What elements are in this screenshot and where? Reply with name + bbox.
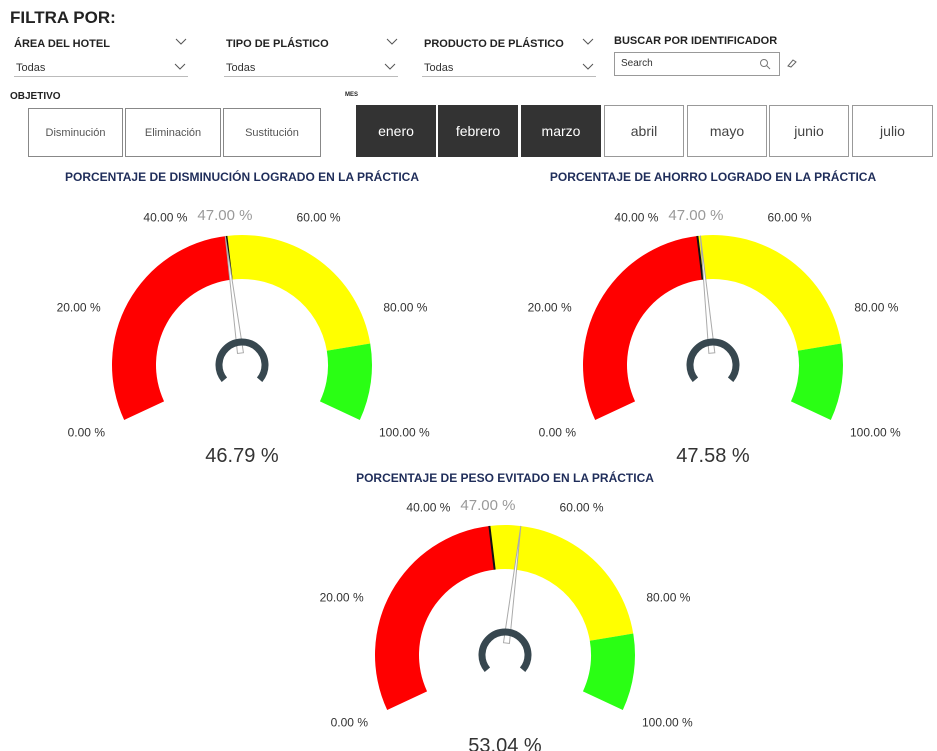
chevron: [174, 63, 186, 70]
tick-label: 60.00 %: [560, 501, 604, 515]
month-button[interactable]: marzo: [521, 105, 601, 157]
objetivo-button[interactable]: Sustitución: [223, 108, 321, 157]
tick-label: 60.00 %: [768, 211, 812, 225]
center-ring: [478, 628, 532, 673]
center-ring: [215, 338, 269, 383]
gauge-band: [489, 525, 634, 641]
gauge-title: PORCENTAJE DE AHORRO LOGRADO EN LA PRÁCT…: [550, 169, 877, 184]
tick-label: 100.00 %: [379, 426, 430, 440]
tick-label: 80.00 %: [854, 301, 898, 315]
target-label: 47.00 %: [197, 207, 252, 224]
tick-label: 100.00 %: [850, 426, 901, 440]
month-button[interactable]: enero: [356, 105, 436, 157]
month-button[interactable]: junio: [769, 105, 849, 157]
tick-label: 40.00 %: [614, 211, 658, 225]
gauge-band: [319, 343, 372, 420]
filter-label: TIPO DE PLÁSTICO: [226, 38, 329, 50]
gauge-band: [697, 235, 842, 351]
target-marker: [696, 235, 704, 280]
tick-label: 80.00 %: [383, 301, 427, 315]
gauge-band: [226, 235, 371, 351]
gauge-title: PORCENTAJE DE DISMINUCIÓN LOGRADO EN LA …: [65, 169, 419, 184]
month-button[interactable]: julio: [852, 105, 933, 157]
gauges: PORCENTAJE DE DISMINUCIÓN LOGRADO EN LA …: [57, 169, 901, 751]
month-button[interactable]: febrero: [438, 105, 518, 157]
gauge-value: 47.58 %: [676, 445, 750, 467]
tick-label: 20.00 %: [57, 301, 101, 315]
gauge-value: 46.79 %: [205, 445, 279, 467]
chevron[interactable]: [582, 37, 594, 47]
gauge-value: 53.04 %: [468, 735, 542, 751]
tick-label: 40.00 %: [143, 211, 187, 225]
eraser-icon[interactable]: [786, 57, 798, 69]
tick-label: 80.00 %: [646, 591, 690, 605]
filter-label: ÁREA DEL HOTEL: [14, 38, 110, 50]
tick-label: 0.00 %: [539, 426, 577, 440]
objetivo-button[interactable]: Eliminación: [125, 108, 221, 157]
filter-title: FILTRA POR:: [10, 8, 116, 27]
month-button[interactable]: abril: [604, 105, 684, 157]
dropdown[interactable]: Todas: [14, 60, 188, 77]
objetivo-label: OBJETIVO: [10, 91, 61, 102]
needle: [502, 525, 522, 645]
gauge-band: [375, 525, 495, 710]
tick-label: 40.00 %: [406, 501, 450, 515]
filter-label: PRODUCTO DE PLÁSTICO: [424, 38, 564, 50]
gauge-band: [790, 343, 843, 420]
search-label: BUSCAR POR IDENTIFICADOR: [614, 35, 778, 47]
tick-label: 100.00 %: [642, 716, 693, 730]
mes-label: MES: [345, 92, 359, 98]
chevron[interactable]: [386, 37, 398, 47]
gauge-band: [112, 235, 232, 420]
chevron: [384, 63, 396, 70]
chevron: [582, 63, 594, 70]
target-label: 47.00 %: [460, 497, 515, 514]
gauge-band: [583, 235, 703, 420]
target-label: 47.00 %: [668, 207, 723, 224]
dropdown[interactable]: Todas: [422, 60, 596, 77]
gauge-title: PORCENTAJE DE PESO EVITADO EN LA PRÁCTIC…: [356, 470, 654, 485]
tick-label: 60.00 %: [297, 211, 341, 225]
target-marker: [488, 525, 496, 570]
needle: [224, 236, 245, 355]
objetivo-button[interactable]: Disminución: [28, 108, 123, 157]
tick-label: 20.00 %: [528, 301, 572, 315]
tick-label: 20.00 %: [320, 591, 364, 605]
center-ring: [686, 338, 740, 383]
tick-label: 0.00 %: [331, 716, 369, 730]
gauge-band: [582, 633, 635, 710]
month-button[interactable]: mayo: [687, 105, 767, 157]
chevron[interactable]: [175, 37, 187, 47]
dropdown-value: Todas: [226, 62, 256, 74]
dropdown-value: Todas: [424, 62, 454, 74]
dropdown[interactable]: Todas: [224, 60, 398, 77]
tick-label: 0.00 %: [68, 426, 106, 440]
search-icon: [760, 59, 771, 70]
dropdown-value: Todas: [16, 62, 46, 74]
needle: [699, 235, 716, 354]
search-box[interactable]: Search: [614, 52, 780, 76]
search-placeholder: Search: [621, 58, 653, 69]
